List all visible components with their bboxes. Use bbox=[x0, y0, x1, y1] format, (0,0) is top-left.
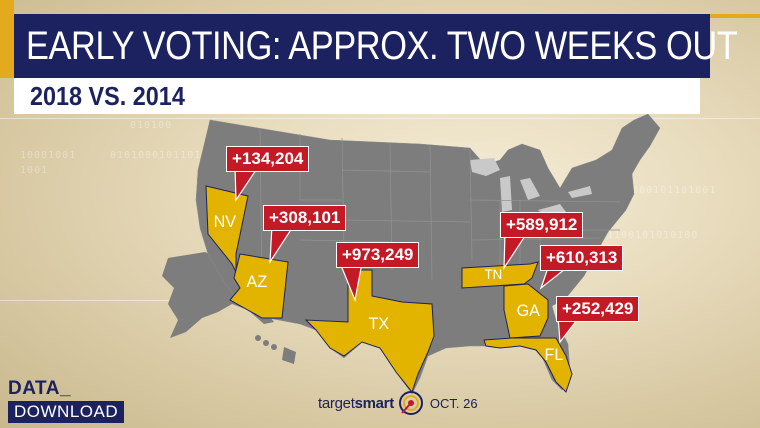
page-title: EARLY VOTING: APPROX. TWO WEEKS OUT bbox=[26, 23, 738, 68]
logo-download-text: DOWNLOAD bbox=[8, 401, 125, 423]
background-digits: 1001 bbox=[20, 165, 49, 176]
state-texas-shape bbox=[304, 269, 435, 394]
source-name-part2: smart bbox=[354, 394, 395, 412]
state-georgia-shape bbox=[503, 283, 549, 339]
highlighted-states bbox=[205, 185, 573, 394]
state-label-ga: GA bbox=[516, 301, 540, 320]
callout-ga: +610,313 bbox=[540, 245, 624, 271]
callout-nv: +134,204 bbox=[226, 146, 310, 172]
background-digits: 010100 bbox=[130, 120, 173, 131]
state-florida-shape bbox=[483, 337, 573, 393]
callout-tx: +973,249 bbox=[336, 242, 420, 268]
state-tennessee-shape bbox=[461, 261, 539, 289]
state-arizona-shape bbox=[229, 253, 289, 319]
header-accent-stripe-right bbox=[710, 14, 760, 18]
logo-data-text: DATA_ bbox=[8, 378, 72, 399]
state-label-tn: TN bbox=[484, 266, 503, 282]
callout-az: +308,101 bbox=[263, 205, 347, 231]
target-icon bbox=[398, 391, 423, 415]
state-label-nv: NV bbox=[213, 212, 237, 231]
source-name-part1: target bbox=[318, 394, 355, 412]
source-credit: targetsmart OCT. 26 bbox=[318, 390, 478, 416]
state-label-az: AZ bbox=[246, 272, 268, 291]
title-bar: EARLY VOTING: APPROX. TWO WEEKS OUT bbox=[14, 14, 738, 78]
background-digits: 10001001 bbox=[20, 150, 77, 161]
data-download-logo: DATA_ DOWNLOAD bbox=[8, 378, 125, 423]
great-lakes bbox=[470, 158, 592, 218]
background-line bbox=[0, 118, 760, 119]
callout-fl: +252,429 bbox=[556, 296, 640, 322]
header-accent-stripe bbox=[0, 0, 14, 78]
source-name: targetsmart bbox=[318, 395, 394, 412]
source-date: OCT. 26 bbox=[429, 395, 478, 411]
alaska-shape bbox=[162, 252, 274, 338]
subtitle-bar: 2018 VS. 2014 bbox=[14, 78, 700, 114]
hawaii-shape bbox=[255, 335, 296, 364]
background-digits: 0101000101101 bbox=[110, 150, 202, 161]
callout-tn: +589,912 bbox=[500, 212, 584, 238]
state-label-tx: TX bbox=[368, 314, 390, 333]
page-subtitle: 2018 VS. 2014 bbox=[30, 80, 185, 111]
background-digits: 01100101010100 bbox=[600, 230, 699, 241]
background-line bbox=[0, 300, 330, 301]
state-label-fl: FL bbox=[544, 345, 564, 364]
background-digits: 010101000101101001 bbox=[590, 185, 717, 196]
